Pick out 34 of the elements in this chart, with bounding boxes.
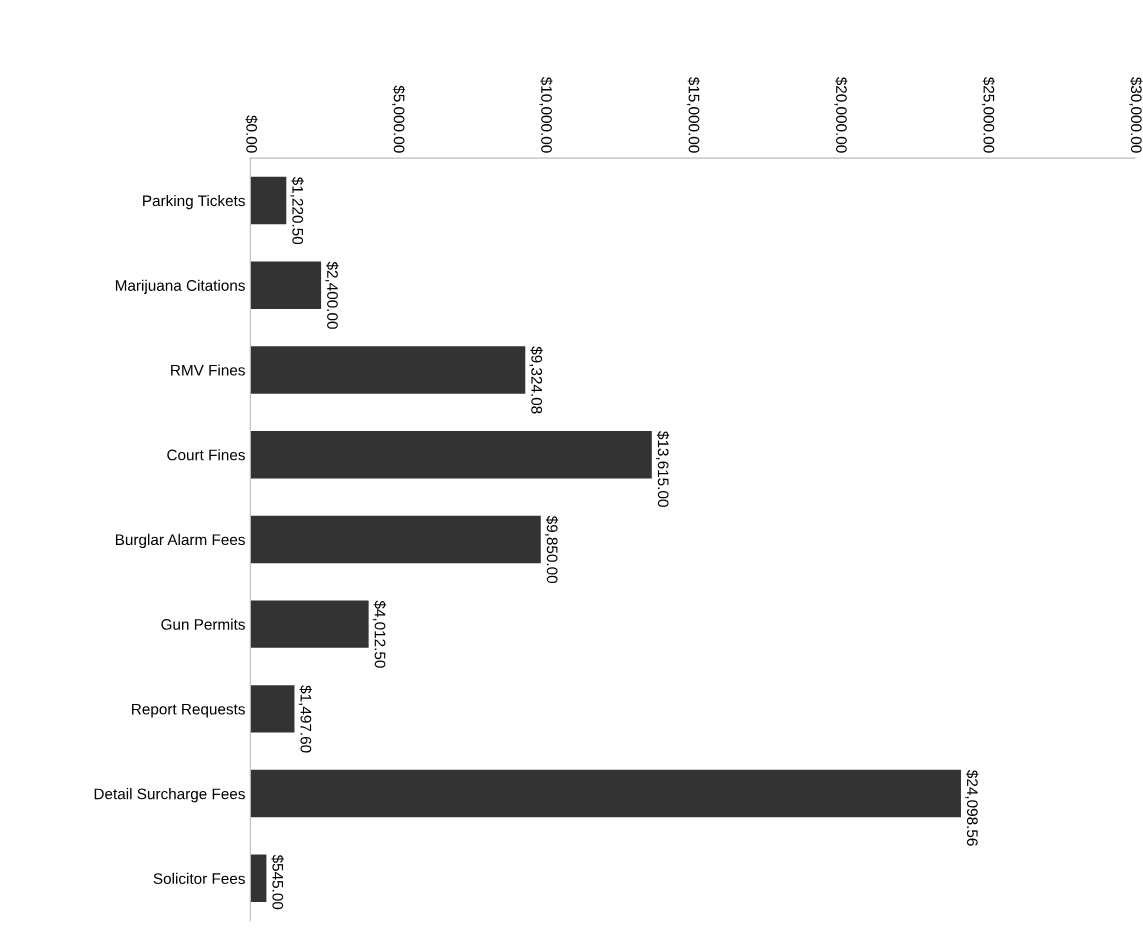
x-tick-label: $15,000.00 bbox=[686, 76, 701, 153]
y-tick-label: Court Fines bbox=[167, 449, 245, 461]
bar bbox=[250, 685, 295, 733]
bar bbox=[250, 261, 322, 309]
bar bbox=[250, 515, 541, 564]
bar bbox=[250, 769, 961, 818]
y-tick-label: Marijuana Citations bbox=[115, 279, 245, 294]
data-label: $9,850.00 bbox=[544, 515, 559, 584]
bar bbox=[250, 430, 652, 479]
bar bbox=[250, 176, 287, 225]
x-tick-label: $20,000.00 bbox=[834, 76, 848, 153]
y-tick-label: Solicitor Fees bbox=[153, 872, 245, 885]
y-tick-label: Gun Permits bbox=[161, 618, 245, 630]
x-tick-label: $0.00 bbox=[245, 115, 258, 153]
data-label: $13,615.00 bbox=[655, 431, 670, 507]
y-tick-label: Parking Tickets bbox=[143, 194, 245, 210]
bar bbox=[250, 346, 526, 394]
data-label: $1,220.50 bbox=[290, 176, 304, 245]
x-tick-label: $5,000.00 bbox=[391, 85, 406, 153]
data-label: $545.00 bbox=[271, 854, 284, 910]
y-tick-label: Detail Surcharge Fees bbox=[94, 788, 245, 803]
data-label: $24,098.56 bbox=[965, 770, 979, 846]
data-label: $2,400.00 bbox=[325, 261, 339, 329]
data-label: $4,012.50 bbox=[372, 600, 387, 668]
x-tick-label: $10,000.00 bbox=[539, 76, 553, 153]
x-tick-label: $30,000.00 bbox=[1129, 76, 1143, 153]
y-tick-label: RMV Fines bbox=[171, 364, 245, 376]
bar bbox=[250, 600, 369, 648]
y-tick-label: Burglar Alarm Fees bbox=[115, 533, 245, 549]
data-label: $9,324.08 bbox=[529, 346, 543, 414]
data-label: $1,497.60 bbox=[298, 685, 312, 753]
bar bbox=[250, 854, 267, 903]
y-tick-label: Report Requests bbox=[132, 703, 245, 718]
x-tick-label: $25,000.00 bbox=[981, 76, 995, 153]
